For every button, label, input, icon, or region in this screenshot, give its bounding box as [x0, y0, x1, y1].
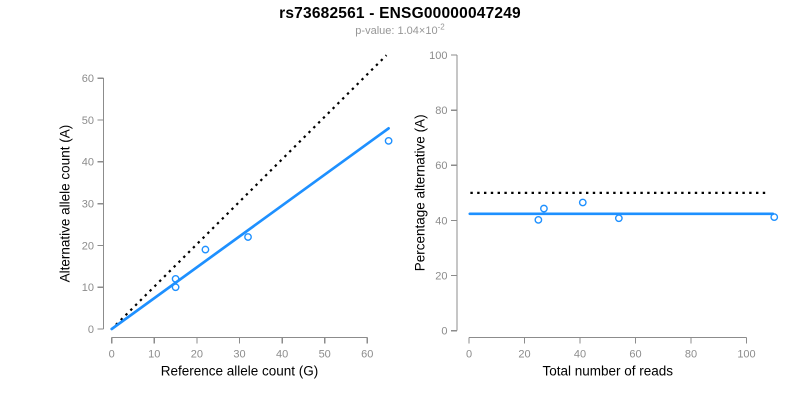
x-tick-label: 30: [233, 349, 245, 361]
y-tick-label: 50: [82, 115, 94, 127]
x-tick-label: 10: [148, 349, 160, 361]
data-point: [201, 245, 210, 254]
x-tick-label: 50: [319, 349, 331, 361]
x-tick-label: 100: [737, 349, 755, 361]
data-point: [540, 204, 548, 213]
x-axis-title: Reference allele count (G): [161, 364, 319, 379]
y-tick-label: 0: [441, 326, 447, 338]
y-tick-label: 40: [82, 157, 94, 169]
y-tick-label: 60: [82, 73, 94, 85]
y-tick-label: 20: [82, 240, 94, 252]
y-tick-label: 80: [435, 105, 447, 117]
x-tick-label: 0: [109, 349, 115, 361]
figure-title: rs73682561 - ENSG00000047249: [279, 5, 521, 22]
x-tick-label: 40: [276, 349, 288, 361]
pvalue-exponent: -2: [437, 22, 445, 32]
y-tick-label: 40: [435, 215, 447, 227]
fit-line: [110, 127, 390, 331]
x-tick-label: 60: [629, 349, 641, 361]
data-point: [171, 274, 180, 283]
y-tick-label: 30: [82, 198, 94, 210]
plot-allele-counts: 0 10 20 30 40 50 60 0 10 20 30 40 50 60 Reference alle…: [58, 54, 393, 379]
y-tick-label: 20: [435, 270, 447, 282]
y-tick-label: 100: [429, 50, 447, 62]
y-tick-label: 0: [88, 324, 94, 336]
y-axis-title: Percentage alternative (A): [413, 114, 428, 271]
x-tick-label: 0: [466, 349, 472, 361]
x-axis-title: Total number of reads: [542, 364, 673, 379]
x-tick-label: 80: [685, 349, 697, 361]
x-tick-label: 40: [574, 349, 586, 361]
plot-percentage-vs-coverage: 0 20 40 60 80 100 0 20 40 60 80 100 Total number of …: [413, 50, 779, 379]
x-tick-label: 20: [518, 349, 530, 361]
y-axis-title: Alternative allele count (A): [58, 125, 73, 283]
data-point: [614, 214, 623, 223]
reference-dotted-line: [115, 54, 388, 326]
data-point: [578, 198, 587, 207]
data-point: [770, 213, 779, 222]
x-tick-label: 20: [191, 349, 203, 361]
data-point: [534, 215, 543, 224]
data-point: [244, 233, 252, 241]
data-point: [171, 283, 180, 292]
y-tick-label: 60: [435, 160, 447, 172]
data-point: [384, 136, 393, 145]
y-tick-label: 10: [82, 282, 94, 294]
figure-subtitle: p-value: 1.04×10-2: [0, 22, 800, 37]
pvalue-text: p-value: 1.04×10: [355, 25, 438, 37]
x-tick-label: 60: [361, 349, 373, 361]
